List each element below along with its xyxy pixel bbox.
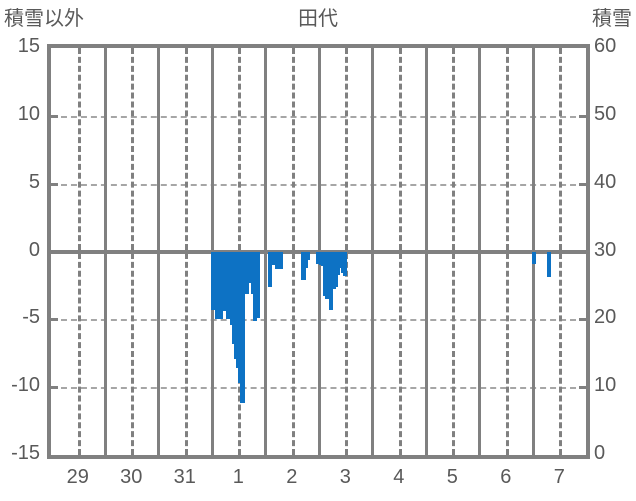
bar — [242, 251, 247, 285]
y-axis-tick-label: 5 — [28, 170, 40, 193]
bar — [249, 251, 254, 283]
bar — [246, 251, 251, 254]
bar — [546, 251, 551, 278]
x-axis-tick-label: 4 — [393, 466, 405, 488]
bar — [223, 251, 228, 312]
x-axis-tick-label: 3 — [339, 466, 351, 488]
bar — [316, 251, 321, 264]
axis-tick — [51, 318, 58, 322]
bar — [343, 251, 348, 276]
bar — [325, 251, 330, 299]
bar — [322, 251, 327, 297]
bar — [331, 251, 336, 290]
x-axis-tick-label: 2 — [286, 466, 298, 488]
bar — [274, 251, 279, 270]
bar — [301, 251, 306, 280]
bar — [225, 251, 230, 320]
bar — [335, 251, 340, 275]
bar — [212, 251, 217, 309]
axis-tick — [51, 250, 58, 254]
bar — [229, 251, 234, 325]
axis-tick — [579, 250, 586, 254]
bar — [279, 251, 284, 270]
y-axis-tick-label: 15 — [17, 35, 40, 57]
bar — [214, 251, 219, 320]
axis-tick — [579, 318, 586, 322]
bar — [318, 251, 323, 266]
bar — [221, 251, 226, 298]
bar — [255, 251, 260, 318]
y2-axis-tick-label: 10 — [594, 374, 617, 397]
x-axis-tick-label: 30 — [120, 466, 143, 488]
bar — [236, 251, 241, 369]
y-axis-tick-label: 0 — [28, 238, 40, 261]
bar — [268, 251, 273, 287]
y2-axis-tick-label: 20 — [594, 306, 617, 329]
bar — [333, 251, 338, 287]
bar — [231, 251, 236, 344]
bar — [337, 251, 342, 268]
bar — [531, 251, 536, 264]
x-axis-tick-label: 31 — [173, 466, 196, 488]
bar — [341, 251, 346, 274]
x-axis-tick-label: 29 — [66, 466, 89, 488]
axis-tick — [579, 182, 586, 186]
bar — [251, 251, 256, 294]
x-axis-tick-label: 1 — [232, 466, 244, 488]
axis-tick — [579, 114, 586, 118]
bar — [238, 251, 243, 384]
bar — [329, 251, 334, 310]
axis-tick — [51, 386, 58, 390]
x-axis-tick-label: 5 — [446, 466, 458, 488]
y-axis-tick-label: -15 — [11, 442, 40, 464]
bar — [227, 251, 232, 320]
axis-tick — [579, 386, 586, 390]
y2-axis-tick-label: 30 — [594, 238, 617, 261]
y2-axis-tick-label: 0 — [594, 442, 606, 464]
plot-area — [47, 44, 590, 459]
right-axis-title: 積雪 — [592, 8, 632, 30]
bar — [253, 251, 258, 321]
y-axis-tick-label: -10 — [11, 374, 40, 397]
bar — [320, 251, 325, 267]
bar — [327, 251, 332, 287]
axis-tick — [51, 114, 58, 118]
y2-axis-tick-label: 50 — [594, 102, 617, 125]
bar — [270, 251, 275, 266]
bar — [210, 251, 215, 310]
axis-tick — [51, 182, 58, 186]
bar — [244, 251, 249, 294]
y2-axis-tick-label: 40 — [594, 170, 617, 193]
x-axis-tick-label: 7 — [553, 466, 565, 488]
y2-axis-tick-label: 60 — [594, 35, 617, 57]
bar — [216, 251, 222, 320]
plot-inner — [51, 48, 586, 455]
bar — [234, 251, 239, 359]
bar — [240, 251, 245, 404]
bar — [305, 251, 310, 260]
chart-title: 田代 — [298, 8, 338, 30]
bar — [303, 251, 308, 268]
bar — [276, 251, 281, 260]
y-axis-tick-label: -5 — [22, 306, 40, 329]
x-axis-tick-label: 6 — [500, 466, 512, 488]
bar — [219, 251, 224, 320]
left-axis-title: 積雪以外 — [4, 8, 84, 30]
y-axis-tick-label: 10 — [17, 102, 40, 125]
